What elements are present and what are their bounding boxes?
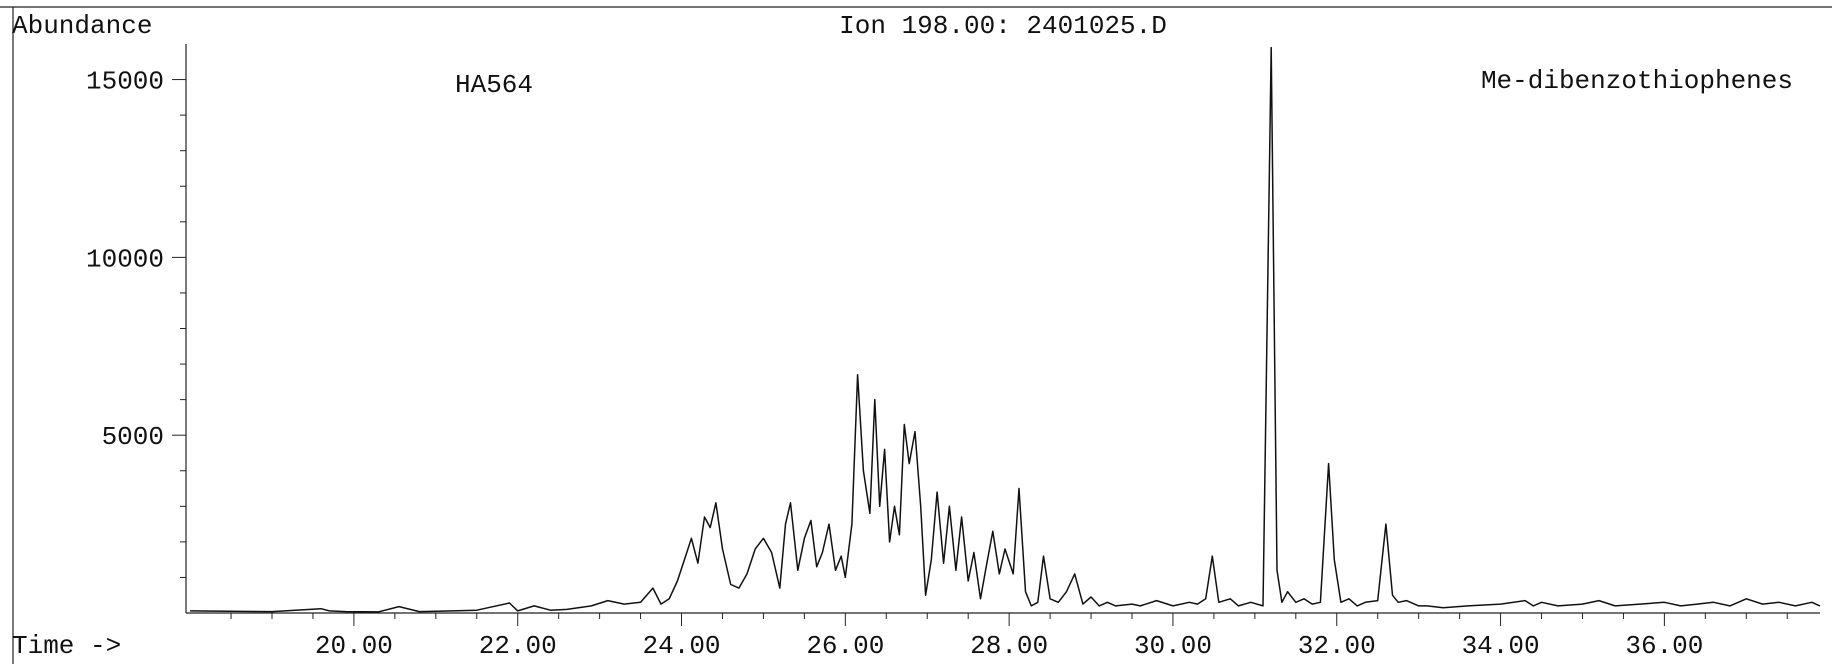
sample-label: HA564	[455, 70, 533, 100]
x-axis-ticks: 20.00 22.00 24.00 26.00 28.00 30.00 32.00 34.00…	[230, 613, 1788, 661]
x-tick-label: 32.00	[1298, 631, 1376, 661]
x-tick-label: 20.00	[315, 631, 393, 661]
x-tick-label: 26.00	[806, 631, 884, 661]
chart-title: Ion 198.00: 2401025.D	[839, 11, 1167, 41]
x-axis-title: Time ->	[12, 631, 121, 661]
compound-label: Me-dibenzothiophenes	[1481, 66, 1793, 96]
x-tick-label: 30.00	[1134, 631, 1212, 661]
series-line	[190, 46, 1821, 613]
x-tick-label: 22.00	[479, 631, 557, 661]
y-tick-label: 5000	[102, 422, 164, 452]
x-tick-label: 24.00	[643, 631, 721, 661]
x-tick-label: 36.00	[1625, 631, 1703, 661]
series-layer	[190, 46, 1821, 613]
x-tick-label: 28.00	[970, 631, 1048, 661]
x-tick-label: 34.00	[1462, 631, 1540, 661]
y-tick-label: 15000	[86, 67, 164, 97]
y-axis-ticks: 5000 10000 15000	[86, 67, 186, 578]
y-axis-title: Abundance	[12, 11, 152, 41]
y-tick-label: 10000	[86, 244, 164, 274]
